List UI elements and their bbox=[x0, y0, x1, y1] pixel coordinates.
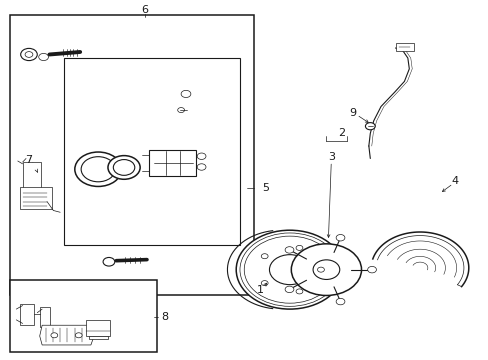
Circle shape bbox=[365, 123, 374, 130]
Circle shape bbox=[295, 246, 302, 251]
Bar bbox=[40, 307, 50, 327]
Circle shape bbox=[261, 254, 267, 259]
Text: 9: 9 bbox=[349, 108, 356, 118]
Circle shape bbox=[108, 156, 140, 179]
Text: 8: 8 bbox=[161, 312, 168, 322]
Circle shape bbox=[312, 260, 339, 279]
Text: 5: 5 bbox=[262, 183, 268, 193]
Circle shape bbox=[81, 157, 115, 182]
Circle shape bbox=[20, 48, 37, 60]
Circle shape bbox=[261, 280, 267, 285]
Bar bbox=[149, 149, 195, 176]
Polygon shape bbox=[40, 325, 94, 345]
Circle shape bbox=[75, 333, 82, 338]
Circle shape bbox=[295, 289, 302, 294]
Bar bbox=[86, 320, 110, 336]
Circle shape bbox=[367, 266, 376, 273]
Text: 7: 7 bbox=[25, 155, 33, 165]
Circle shape bbox=[39, 53, 48, 60]
Circle shape bbox=[25, 51, 33, 57]
Circle shape bbox=[113, 159, 135, 175]
Circle shape bbox=[335, 234, 344, 241]
Circle shape bbox=[181, 90, 190, 98]
Bar bbox=[20, 187, 52, 209]
Circle shape bbox=[236, 230, 343, 309]
Circle shape bbox=[75, 152, 122, 186]
Circle shape bbox=[335, 298, 344, 305]
Circle shape bbox=[197, 164, 205, 170]
Bar bbox=[10, 280, 157, 352]
Bar bbox=[10, 15, 254, 295]
Bar bbox=[64, 58, 239, 244]
Text: 4: 4 bbox=[450, 176, 458, 186]
Bar bbox=[20, 304, 34, 325]
Circle shape bbox=[285, 286, 293, 293]
Circle shape bbox=[103, 257, 115, 266]
Bar bbox=[395, 43, 413, 51]
Bar bbox=[22, 162, 41, 189]
Circle shape bbox=[197, 153, 205, 159]
Text: 2: 2 bbox=[338, 129, 345, 138]
Text: 6: 6 bbox=[141, 5, 148, 15]
Circle shape bbox=[177, 108, 184, 113]
Circle shape bbox=[285, 247, 293, 253]
Circle shape bbox=[317, 267, 324, 272]
Text: 1: 1 bbox=[256, 285, 263, 295]
Text: 3: 3 bbox=[327, 152, 334, 162]
Circle shape bbox=[51, 333, 58, 338]
Circle shape bbox=[269, 255, 309, 285]
Circle shape bbox=[291, 244, 361, 296]
Bar bbox=[89, 336, 108, 338]
